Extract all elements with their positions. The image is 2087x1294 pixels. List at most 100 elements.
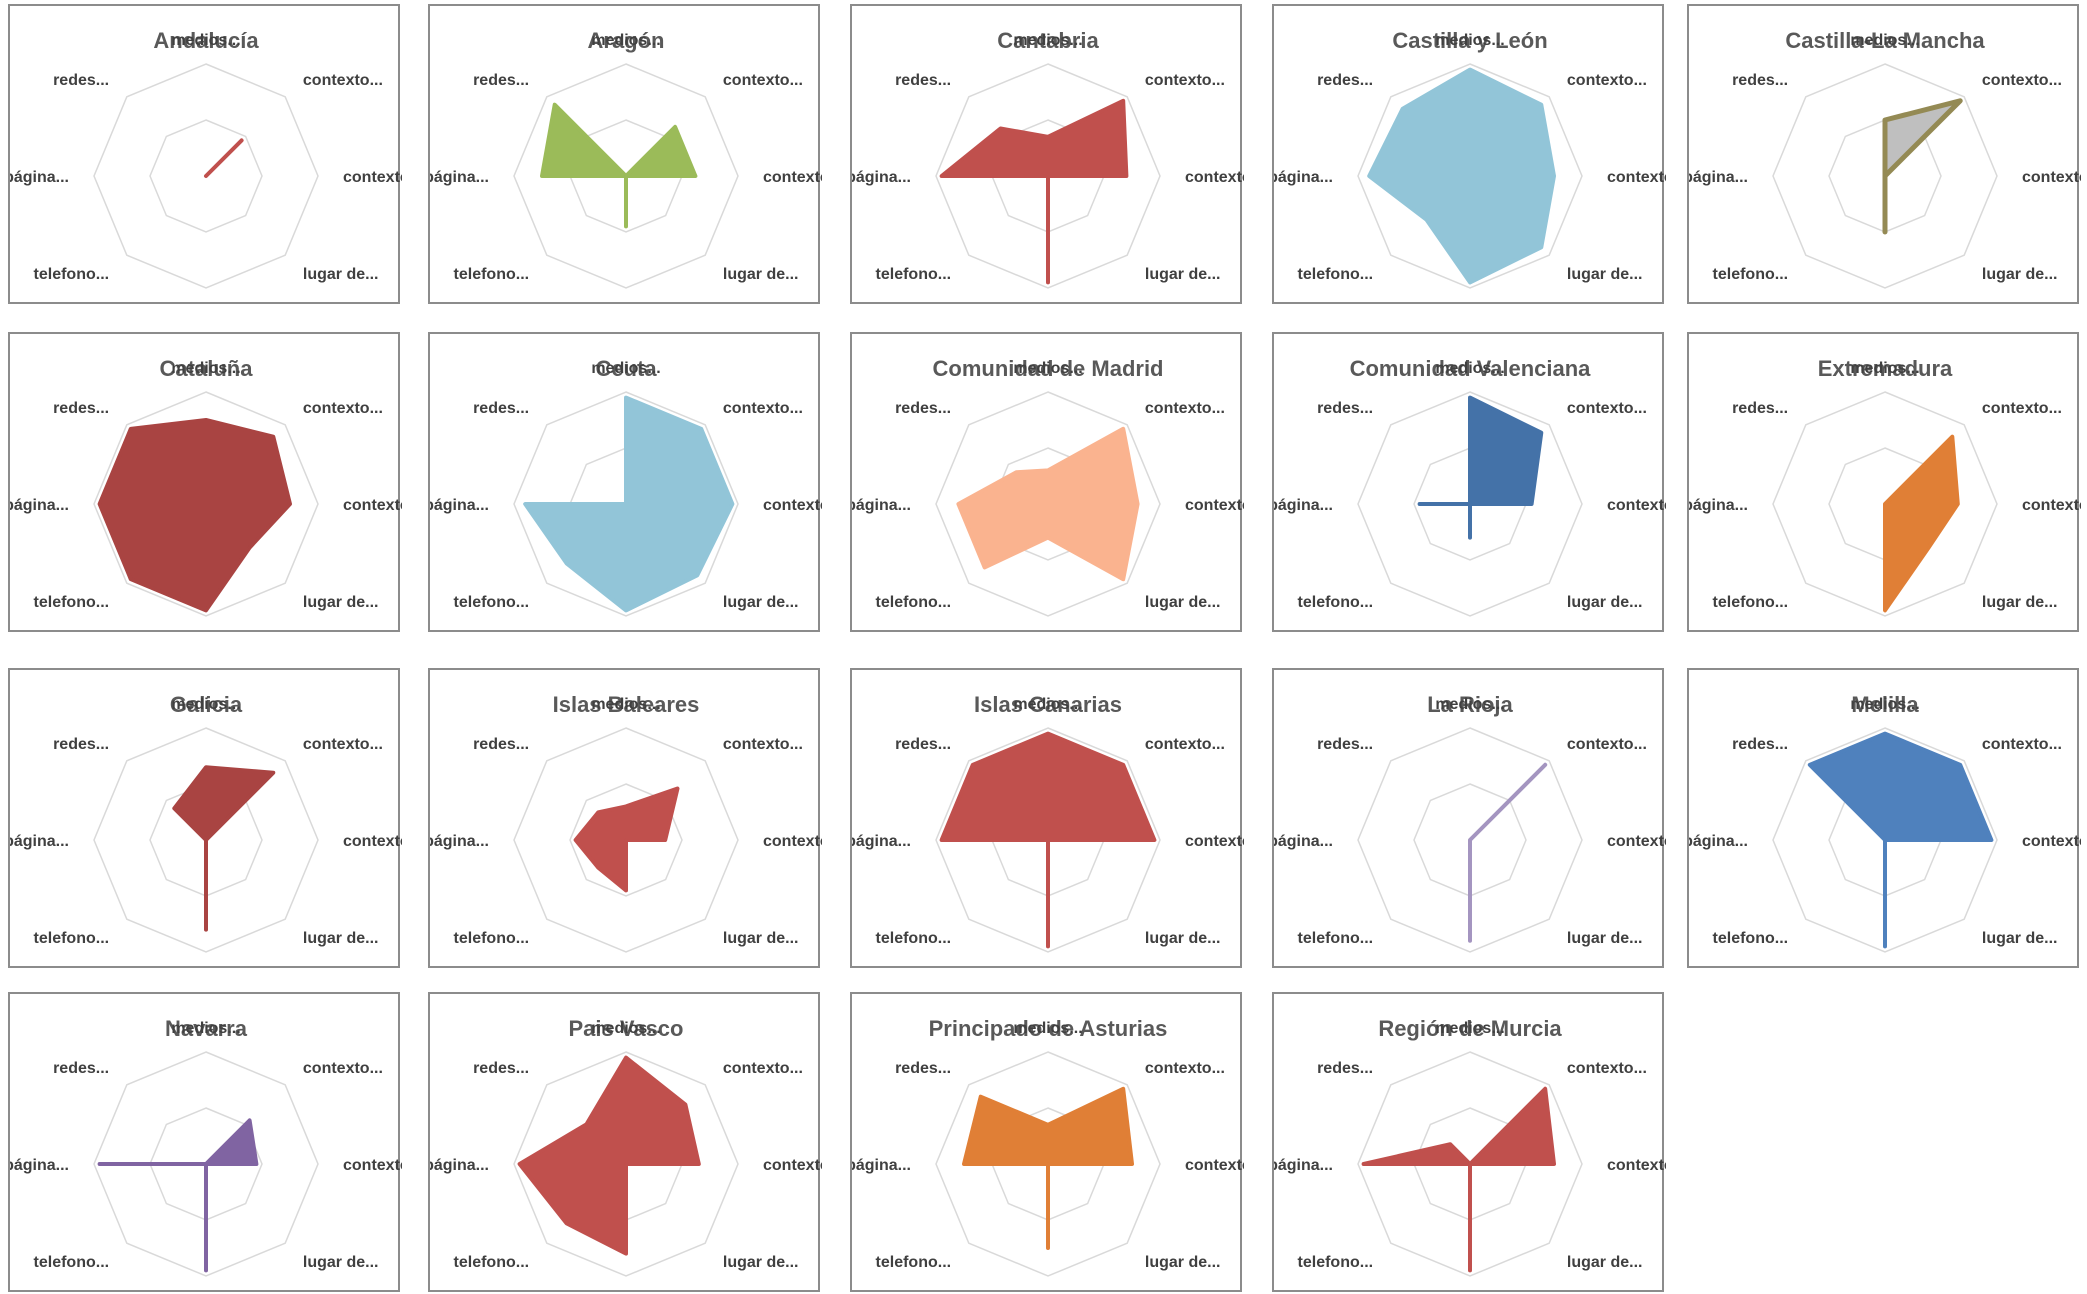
axis-label: medios...	[591, 32, 660, 49]
radar-point	[1367, 174, 1371, 178]
radar-point	[1539, 431, 1543, 435]
axis-label: contexto...	[723, 72, 803, 89]
radar-point	[624, 396, 628, 400]
radar-gridline	[513, 391, 739, 617]
axis-label: redes...	[53, 1060, 109, 1077]
radar-point	[204, 838, 208, 842]
axis-label: lugar de...	[303, 1254, 379, 1271]
chart-title: Melilla	[1851, 692, 1919, 717]
chart-panel: Castilla y León medios... contexto... conte…	[1272, 4, 1666, 304]
radar-point	[1124, 174, 1128, 178]
radar-point	[624, 608, 628, 612]
axis-label: contexto...	[763, 169, 822, 186]
axis-label: contexto...	[1607, 1157, 1666, 1174]
axis-label: contexto...	[343, 169, 402, 186]
radar-point	[518, 1162, 522, 1166]
radar-point	[584, 1122, 588, 1126]
radar-point	[1468, 536, 1472, 540]
axis-label: contexto...	[1607, 497, 1666, 514]
axis-label: página...	[1689, 497, 1748, 514]
axis-label: contexto...	[1145, 736, 1225, 753]
axis-label: telefono...	[1713, 930, 1789, 947]
radar-point	[254, 1162, 258, 1166]
radar-point	[1448, 1142, 1452, 1146]
chart-title: Galicia	[170, 692, 243, 717]
radar-point	[1958, 99, 1962, 103]
axis-label: lugar de...	[1145, 266, 1221, 283]
radar-point	[979, 1095, 983, 1099]
axis-label: redes...	[895, 400, 951, 417]
radar-point	[1046, 1123, 1050, 1127]
chart-panel: Islas Canarias medios... contexto... contex…	[850, 668, 1244, 968]
axis-label: redes...	[895, 72, 951, 89]
radar-point	[204, 1268, 208, 1272]
radar-point	[1989, 838, 1993, 842]
chart-panel: Principado de Asturias medios... contexto.…	[850, 992, 1244, 1292]
radar-point	[204, 608, 208, 612]
axis-label: página...	[1274, 169, 1333, 186]
radar-point	[565, 1221, 569, 1225]
axis-label: redes...	[1732, 72, 1788, 89]
axis-label: redes...	[1317, 400, 1373, 417]
axis-label: medios...	[591, 1020, 660, 1037]
radar-point	[1883, 230, 1887, 234]
radar-point	[663, 838, 667, 842]
radar-point	[1121, 427, 1125, 431]
radar-point	[1468, 396, 1472, 400]
axis-label: contexto...	[343, 1157, 402, 1174]
radar-point	[693, 174, 697, 178]
radar-point	[624, 1252, 628, 1256]
axis-label: contexto...	[1607, 833, 1666, 850]
radar-gridline	[513, 63, 739, 289]
axis-label: contexto...	[1145, 72, 1225, 89]
axis-label: telefono...	[1713, 594, 1789, 611]
radar-point	[1418, 502, 1422, 506]
axis-label: redes...	[1317, 1060, 1373, 1077]
axis-label: lugar de...	[1567, 266, 1643, 283]
chart-panel: Región de Murcia medios... contexto... cont…	[1272, 992, 1666, 1292]
axis-label: lugar de...	[1567, 1254, 1643, 1271]
radar-point	[962, 1162, 966, 1166]
axis-label: telefono...	[1298, 930, 1374, 947]
axis-label: contexto...	[1982, 400, 2062, 417]
axis-label: página...	[852, 169, 911, 186]
chart-title: Islas Canarias	[974, 692, 1122, 717]
radar-point	[1552, 1162, 1556, 1166]
axis-label: telefono...	[876, 930, 952, 947]
radar-series	[962, 1086, 1134, 1250]
chart-title: Navarra	[165, 1016, 248, 1041]
axis-label: lugar de...	[303, 594, 379, 611]
radar-point	[248, 546, 252, 550]
radar-point	[1046, 280, 1050, 284]
axis-label: contexto...	[303, 736, 383, 753]
axis-label: contexto...	[303, 400, 383, 417]
radar-point	[695, 573, 699, 577]
axis-label: redes...	[53, 736, 109, 753]
radar-series	[1367, 67, 1556, 285]
axis-label: contexto...	[1145, 1060, 1225, 1077]
axis-label: medios...	[1013, 696, 1082, 713]
radar-point	[1883, 118, 1887, 122]
axis-label: medios...	[1013, 32, 1082, 49]
radar-point	[624, 1056, 628, 1060]
radar-point	[1468, 838, 1472, 842]
axis-label: telefono...	[876, 1254, 952, 1271]
axis-label: contexto...	[303, 1060, 383, 1077]
axis-label: contexto...	[763, 833, 822, 850]
radar-gridline	[935, 63, 1161, 289]
axis-label: contexto...	[763, 1157, 822, 1174]
axis-label: lugar de...	[1145, 594, 1221, 611]
radar-point	[624, 804, 628, 808]
axis-label: contexto...	[1185, 497, 1244, 514]
axis-label: telefono...	[454, 266, 530, 283]
axis-label: medios...	[591, 696, 660, 713]
axis-label: lugar de...	[1982, 266, 2058, 283]
radar-point	[240, 138, 244, 142]
radar-point	[1424, 218, 1428, 222]
